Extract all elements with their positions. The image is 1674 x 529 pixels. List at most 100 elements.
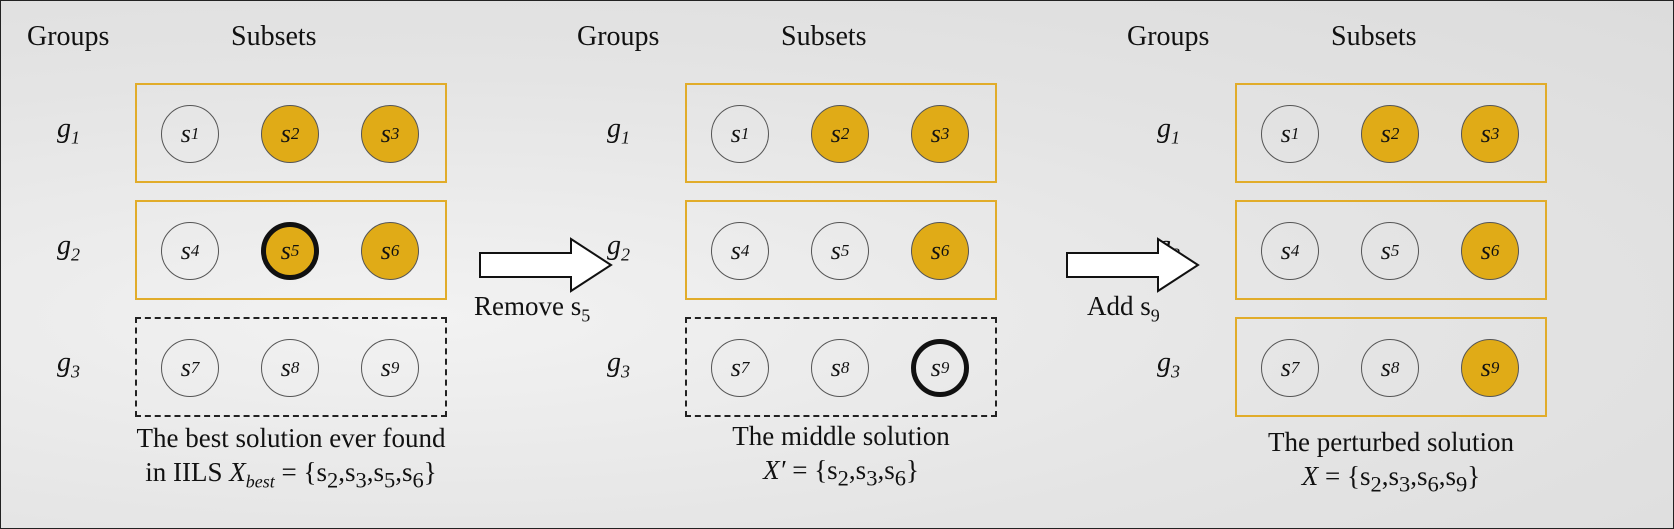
groups-header: Groups [577,21,660,52]
group-label-3: g3 [57,347,80,383]
set-sep: ,s [1410,461,1428,491]
subset-label-sub: 5 [840,241,850,260]
group-label-base: g [57,113,71,144]
group-label-2: g2 [57,230,80,266]
arrow-shape [479,237,613,293]
group-label-sub: 3 [71,361,80,382]
set-item-sub: 6 [1427,471,1439,497]
group-label-sub: 2 [71,244,80,265]
arrow-1 [479,237,613,293]
arrow-label-1: Remove s5 [474,291,590,326]
arrow-label-base: Add s [1087,291,1151,321]
set-item-sub: 5 [384,467,396,493]
subset-label-sub: 2 [840,124,850,143]
subset-label-base: s [730,353,741,382]
set-item-sub: 2 [837,465,849,491]
subset-label-sub: 6 [1490,241,1500,260]
caption-line-2: X′ = {s2,s3,s6} [621,453,1061,495]
panel-3: GroupsSubsetsg1s1s2s3g2s4s5s6g3s7s8s9The… [1101,1,1641,528]
subset-label-base: s [280,236,291,265]
group-label-1: g1 [1157,113,1180,149]
set-open: = {s [274,457,327,487]
subset-label-base: s [380,236,391,265]
subset-label-sub: 2 [290,124,300,143]
set-open: = {s [785,455,838,485]
subset-label-base: s [380,119,391,148]
groups-header: Groups [1127,21,1210,52]
subset-label-base: s [1380,236,1391,265]
subset-label-sub: 5 [290,241,300,260]
subset-label-base: s [1280,353,1291,382]
subset-label-base: s [1280,236,1291,265]
subsets-header: Subsets [1331,21,1417,52]
caption-line-1: The middle solution [732,421,950,451]
subset-label-base: s [930,353,941,382]
set-item-sub: 3 [1398,471,1411,497]
subset-label-base: s [280,353,291,382]
subset-label-base: s [180,119,191,148]
set-sep: ,s [848,455,867,485]
subset-label-sub: 6 [390,241,400,260]
group-label-base: g [1157,347,1171,378]
set-sep: ,s [877,455,895,485]
panel-2: Groups Subsets g1 s 1 s 2 s 3 g2 s 4 s 5 s 6 g3 s 7 s 8 s 9 The… [551,1,1091,528]
arrow-label-base: Remove s [474,291,582,321]
set-item-sub: 6 [894,465,906,491]
subset-label-sub: 5 [1390,241,1400,260]
subset-label-sub: 9 [1490,358,1500,377]
group-label-2: g2 [607,230,630,266]
subset-label-sub: 3 [940,124,950,143]
subset-label-sub: 8 [290,358,300,377]
subset-label-sub: 4 [740,241,750,260]
group-label-base: g [1157,113,1171,144]
group-label-base: g [607,347,621,378]
arrow-label-sub: 5 [581,305,591,326]
subset-label-base: s [280,119,291,148]
group-label-sub: 3 [621,361,630,382]
subset-label-base: s [180,236,191,265]
set-close: } [1467,461,1481,491]
caption-line-2: in IILS Xbest = {s2,s3,s5,s6} [71,455,511,498]
subset-label-sub: 3 [1490,124,1500,143]
panel-1: Groups Subsets g1 s 1 s 2 s 3 g2 s 4 s 5 s 6 g3 s 7 s 8 s 9 The… [1,1,541,528]
group-label-1: g1 [57,113,80,149]
solution-variable-name: X [229,457,246,487]
set-item-sub: 2 [1370,471,1382,497]
subset-label-sub: 3 [390,124,400,143]
solution-variable-name: X [1301,461,1319,491]
solution-variable: X′ [763,455,785,485]
subset-label-sub: 7 [740,358,750,377]
group-label-base: g [607,230,621,261]
subset-label-base: s [830,236,841,265]
group-label-sub: 1 [1171,127,1180,148]
subset-label-base: s [1480,236,1491,265]
subset-label-sub: 1 [1290,124,1300,143]
group-label-sub: 3 [1171,361,1180,382]
group-label-1: g1 [607,113,630,149]
subset-label-sub: 1 [190,124,200,143]
subsets-header: Subsets [231,21,317,52]
subset-label-base: s [1480,353,1491,382]
group-label-3: g3 [607,347,630,383]
subset-label-sub: 2 [1390,124,1400,143]
